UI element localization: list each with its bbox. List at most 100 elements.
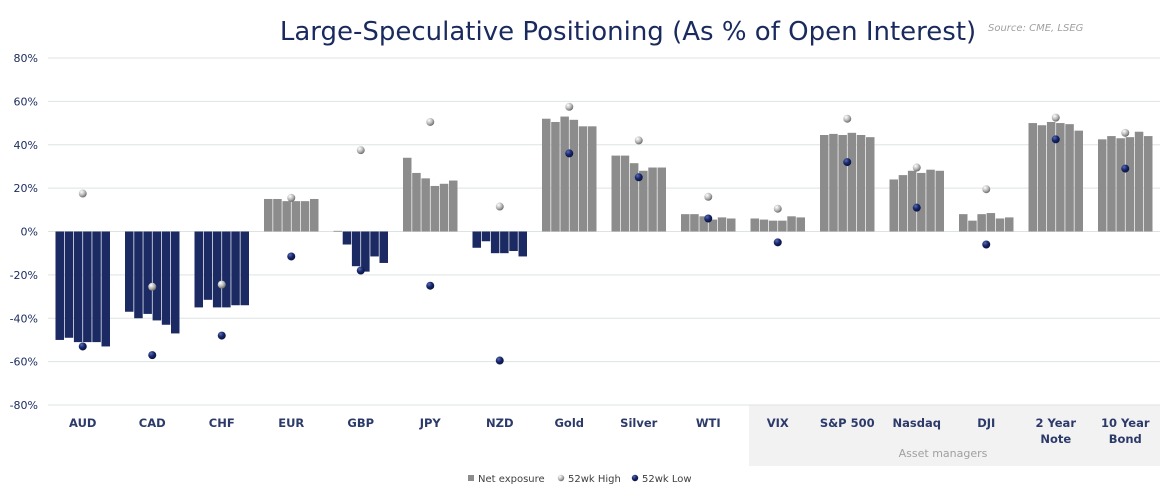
bar-net-exposure bbox=[203, 231, 213, 300]
marker-52wk-low bbox=[1121, 164, 1130, 173]
marker-52wk-high bbox=[1121, 128, 1130, 137]
bar-net-exposure bbox=[1065, 124, 1074, 232]
bar-net-exposure bbox=[490, 231, 500, 254]
legend-low-label: 52wk Low bbox=[642, 474, 692, 485]
marker-52wk-low bbox=[78, 342, 87, 351]
bar-net-exposure bbox=[856, 134, 866, 232]
marker-52wk-high bbox=[1051, 113, 1060, 122]
bar-net-exposure bbox=[171, 231, 180, 334]
marker-52wk-high bbox=[78, 189, 87, 198]
y-tick-label: 40% bbox=[14, 139, 38, 152]
bar-net-exposure bbox=[194, 231, 203, 308]
bar-net-exposure bbox=[55, 231, 64, 340]
group-label-asset-managers: Asset managers bbox=[899, 447, 988, 460]
bar-net-exposure bbox=[264, 198, 273, 232]
marker-52wk-high bbox=[843, 114, 852, 123]
bar-net-exposure bbox=[750, 218, 759, 232]
bar-net-exposure bbox=[291, 201, 301, 232]
marker-52wk-low bbox=[287, 252, 296, 261]
bar-net-exposure bbox=[588, 126, 597, 232]
marker-52wk-high bbox=[773, 204, 782, 213]
marker-52wk-high bbox=[912, 163, 921, 172]
bar-net-exposure bbox=[421, 178, 430, 232]
bar-net-exposure bbox=[300, 201, 310, 232]
bar-net-exposure bbox=[370, 231, 379, 257]
bar-net-exposure bbox=[509, 231, 518, 252]
category-label: Gold bbox=[554, 416, 584, 430]
bar-net-exposure bbox=[134, 231, 143, 319]
bar-net-exposure bbox=[917, 172, 926, 232]
bar-net-exposure bbox=[727, 218, 736, 232]
marker-52wk-low bbox=[704, 214, 713, 223]
bar-net-exposure bbox=[690, 214, 699, 232]
marker-52wk-high bbox=[287, 193, 296, 202]
category-label: VIX bbox=[767, 416, 789, 430]
bar-net-exposure bbox=[310, 198, 319, 232]
marker-52wk-high bbox=[634, 136, 643, 145]
bar-net-exposure bbox=[838, 134, 847, 232]
bar-net-exposure bbox=[1098, 139, 1107, 232]
bar-net-exposure bbox=[1144, 136, 1153, 232]
bar-net-exposure bbox=[1005, 217, 1014, 232]
marker-52wk-low bbox=[148, 351, 157, 360]
bar-net-exposure bbox=[412, 172, 421, 232]
bar-net-exposure bbox=[1125, 137, 1135, 232]
bar-net-exposure bbox=[152, 231, 162, 321]
y-tick-label: 0% bbox=[21, 226, 38, 239]
asset-managers-shade bbox=[749, 405, 1160, 466]
bar-net-exposure bbox=[907, 170, 917, 232]
bar-net-exposure bbox=[1116, 138, 1125, 232]
bar-net-exposure bbox=[1107, 136, 1116, 232]
bar-net-exposure bbox=[518, 231, 527, 257]
bar-net-exposure bbox=[866, 137, 875, 232]
category-label: AUD bbox=[69, 416, 96, 430]
bar-net-exposure bbox=[620, 155, 630, 232]
category-label: DJI bbox=[977, 416, 995, 430]
bar-net-exposure bbox=[449, 180, 458, 232]
bar-net-exposure bbox=[273, 198, 282, 232]
bar-net-exposure bbox=[847, 132, 857, 232]
marker-52wk-high bbox=[148, 282, 157, 291]
bar-net-exposure bbox=[542, 118, 551, 232]
marker-52wk-low bbox=[495, 356, 504, 365]
bar-net-exposure bbox=[342, 231, 352, 245]
bar-net-exposure bbox=[481, 231, 491, 242]
marker-52wk-low bbox=[634, 173, 643, 182]
category-label: EUR bbox=[278, 416, 304, 430]
category-label: JPY bbox=[419, 416, 442, 430]
bar-net-exposure bbox=[472, 231, 481, 248]
marker-52wk-high bbox=[495, 202, 504, 211]
marker-52wk-high bbox=[217, 280, 226, 289]
bar-net-exposure bbox=[379, 231, 388, 263]
bar-net-exposure bbox=[92, 231, 101, 343]
bar-net-exposure bbox=[212, 231, 222, 308]
category-label: 10 Year bbox=[1101, 416, 1150, 430]
bar-net-exposure bbox=[351, 231, 361, 267]
bar-net-exposure bbox=[796, 217, 805, 232]
bar-net-exposure bbox=[611, 155, 620, 232]
bar-net-exposure bbox=[231, 231, 240, 306]
category-label: CHF bbox=[209, 416, 235, 430]
bar-net-exposure bbox=[699, 216, 708, 232]
chart-title: Large-Speculative Positioning (As % of O… bbox=[280, 17, 976, 47]
bar-net-exposure bbox=[968, 220, 977, 232]
y-tick-label: 60% bbox=[14, 95, 38, 108]
bar-net-exposure bbox=[629, 163, 639, 232]
marker-52wk-low bbox=[773, 238, 782, 247]
bar-net-exposure bbox=[648, 167, 657, 232]
marker-52wk-low bbox=[982, 240, 991, 249]
bar-net-exposure bbox=[560, 116, 569, 232]
y-tick-label: 20% bbox=[14, 182, 38, 195]
bar-net-exposure bbox=[439, 183, 449, 232]
bar-net-exposure bbox=[708, 219, 718, 232]
bar-net-exposure bbox=[1037, 125, 1047, 232]
category-label: Silver bbox=[620, 416, 657, 430]
category-label: S&P 500 bbox=[820, 416, 875, 430]
category-label: GBP bbox=[347, 416, 374, 430]
bar-net-exposure bbox=[578, 126, 588, 232]
bar-net-exposure bbox=[569, 119, 579, 232]
marker-52wk-low bbox=[426, 281, 435, 290]
bar-net-exposure bbox=[222, 231, 231, 308]
category-label: 2 Year bbox=[1035, 416, 1076, 430]
y-tick-label: -40% bbox=[10, 312, 38, 325]
